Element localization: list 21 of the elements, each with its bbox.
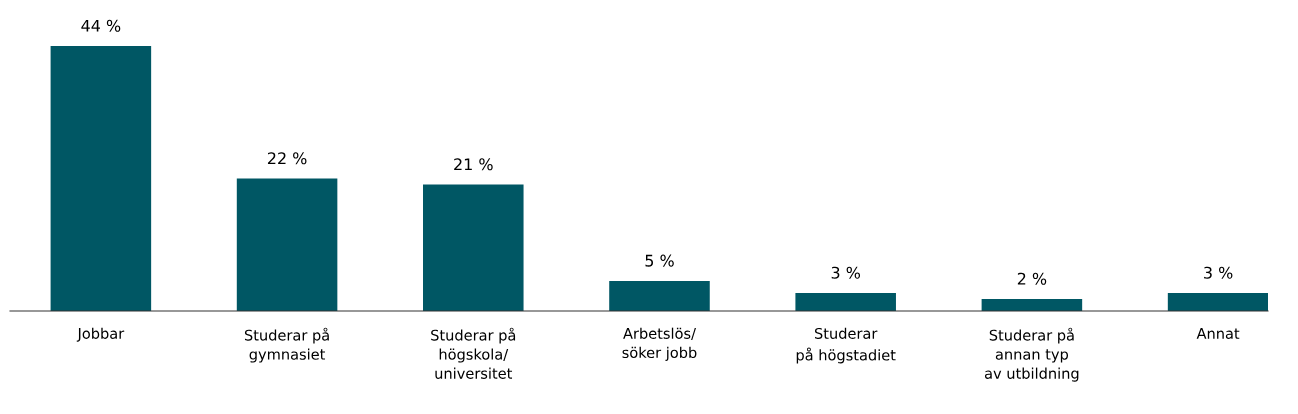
bar <box>50 46 152 311</box>
data-label: 3 % <box>1204 266 1233 279</box>
x-tick-label: Studerar på högstadiet <box>796 327 896 364</box>
bar <box>609 280 710 311</box>
data-label: 2 % <box>1017 272 1047 285</box>
data-label: 21 % <box>454 158 493 171</box>
data-label: 3 % <box>831 266 861 279</box>
x-tick-label: Jobbar <box>76 327 125 342</box>
x-tick-label: Annat <box>1196 328 1240 339</box>
x-tick-label: Studerar på annan typ av utbildning <box>984 327 1079 382</box>
data-label: 5 % <box>645 254 674 267</box>
data-label: 44 % <box>81 19 121 32</box>
x-tick-label: Arbetslös/ söker jobb <box>622 327 697 361</box>
data-label: 22 % <box>267 152 307 165</box>
bar <box>236 178 338 311</box>
x-tick-label: Studerar på gymnasiet <box>244 327 329 363</box>
bar <box>795 292 896 311</box>
bar <box>423 184 524 311</box>
x-tick-label: Studerar på högskola/ universitet <box>431 327 516 379</box>
bar <box>981 298 1083 311</box>
bar <box>1167 292 1268 311</box>
